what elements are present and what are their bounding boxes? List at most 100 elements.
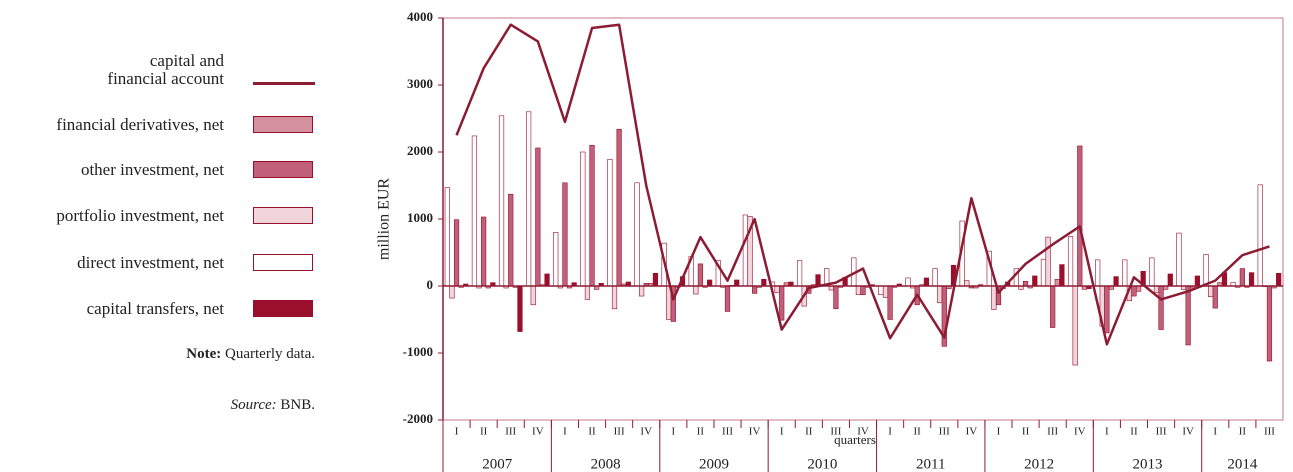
bar — [652, 272, 659, 287]
bar — [887, 285, 893, 320]
year-label: 2013 — [1133, 456, 1163, 472]
bar — [1131, 285, 1137, 297]
bar — [1077, 145, 1083, 287]
x-tick-label: III — [1264, 426, 1275, 438]
x-tick-label: II — [588, 426, 596, 438]
x-tick-label: I — [671, 426, 675, 438]
x-tick-label: II — [1022, 426, 1030, 438]
bar — [639, 285, 645, 297]
bar — [1167, 273, 1173, 287]
bar — [752, 285, 758, 294]
plot-frame — [442, 17, 1284, 421]
bar — [444, 187, 450, 287]
bar — [1059, 264, 1065, 287]
bar — [1095, 259, 1101, 287]
line — [455, 23, 1270, 346]
x-tick-label: I — [1213, 426, 1217, 438]
x-tick-label: IV — [857, 426, 869, 438]
bar — [616, 128, 622, 287]
bar — [1054, 278, 1060, 287]
bar — [1194, 275, 1200, 287]
legend-label: financial derivatives, net — [56, 115, 224, 134]
x-tick-label: I — [780, 426, 784, 438]
y-tick-label: 0 — [427, 277, 434, 292]
x-tick-label: III — [505, 426, 516, 438]
bar — [1122, 259, 1128, 287]
x-tick-label: I — [563, 426, 567, 438]
year-label: 2007 — [482, 456, 513, 472]
x-tick-label: IV — [1074, 426, 1086, 438]
bar — [589, 145, 595, 287]
bar — [1104, 285, 1110, 334]
bar — [833, 285, 839, 310]
bar — [1203, 254, 1209, 287]
x-tick-label: III — [1156, 426, 1167, 438]
bar — [1208, 285, 1214, 298]
bar — [611, 285, 618, 310]
bar — [1032, 275, 1038, 287]
bar — [544, 273, 550, 287]
bar — [1185, 285, 1191, 346]
bar — [937, 285, 943, 304]
note-text: Quarterly data. — [225, 346, 315, 362]
year-label: 2011 — [916, 456, 945, 472]
bar — [707, 279, 713, 287]
bar — [1158, 285, 1164, 330]
bar — [584, 285, 591, 300]
bar — [1276, 272, 1282, 287]
y-tick-label: 3000 — [407, 76, 433, 91]
bar — [508, 193, 514, 287]
note: Note: Quarterly data. — [186, 346, 315, 363]
bar — [882, 285, 889, 298]
legend-swatch — [253, 161, 313, 178]
legend-swatch — [253, 116, 313, 133]
x-tick-label: II — [805, 426, 813, 438]
bar — [471, 135, 478, 287]
x-tick-label: III — [1047, 426, 1058, 438]
bar — [1045, 236, 1051, 287]
note-label: Note: — [186, 346, 222, 362]
bar — [1067, 236, 1074, 287]
year-label: 2012 — [1024, 456, 1054, 472]
bar — [991, 285, 997, 310]
bar — [1266, 285, 1273, 362]
year-label: 2010 — [807, 456, 837, 472]
bar — [449, 285, 455, 299]
x-tick-label: I — [997, 426, 1001, 438]
x-tick-label: III — [722, 426, 733, 438]
y-tick-label: 2000 — [407, 143, 433, 158]
bar — [796, 260, 803, 287]
bar — [905, 277, 911, 287]
legend-swatch — [253, 300, 313, 317]
bar — [607, 159, 613, 287]
bar — [779, 285, 785, 321]
bar — [693, 285, 699, 295]
year-label: 2009 — [699, 456, 729, 472]
bar — [932, 268, 938, 287]
bar — [517, 285, 523, 332]
x-tick-label: I — [455, 426, 459, 438]
y-axis-label: million EUR — [376, 178, 393, 261]
bar — [1149, 257, 1155, 287]
y-tick-label: -2000 — [403, 411, 433, 426]
bar — [860, 285, 866, 296]
bar — [1113, 276, 1119, 287]
legend-swatch — [253, 254, 313, 271]
bar — [634, 182, 640, 287]
x-tick-label: II — [697, 426, 705, 438]
bar — [964, 280, 970, 287]
legend-label: direct investment, net — [77, 253, 224, 272]
bar — [553, 232, 559, 287]
bar — [878, 285, 884, 296]
source-label: Source: — [230, 397, 277, 413]
y-tick-label: 4000 — [407, 9, 433, 24]
x-tick-label: III — [830, 426, 841, 438]
bar — [1239, 268, 1245, 287]
bar — [453, 219, 460, 287]
bar — [742, 214, 749, 287]
x-tick-label: IV — [749, 426, 761, 438]
bar — [1153, 285, 1160, 293]
x-tick-label: III — [939, 426, 950, 438]
bar — [1257, 184, 1263, 287]
